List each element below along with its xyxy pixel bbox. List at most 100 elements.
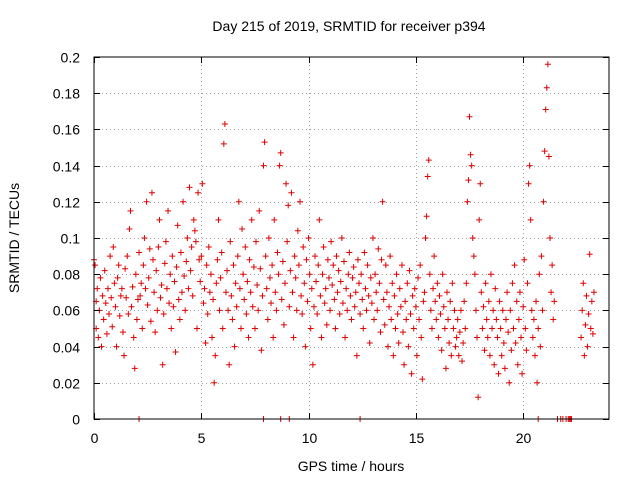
- data-point: [406, 267, 413, 274]
- data-point: [118, 285, 125, 292]
- data-point: [273, 307, 280, 314]
- data-point: [542, 106, 549, 113]
- data-point: [102, 300, 109, 307]
- data-point: [98, 343, 105, 350]
- data-point: [525, 180, 532, 187]
- data-point: [196, 256, 203, 263]
- data-point: [294, 227, 301, 234]
- data-point: [152, 329, 159, 336]
- data-point: [295, 262, 302, 269]
- data-point: [332, 325, 339, 332]
- data-point: [512, 339, 519, 346]
- data-point: [130, 334, 137, 341]
- data-point: [583, 292, 590, 299]
- data-point: [480, 303, 487, 310]
- data-point: [541, 148, 548, 155]
- data-point: [531, 352, 538, 359]
- y-tick-label: 0.14: [53, 159, 80, 175]
- data-point: [301, 280, 308, 287]
- data-point: [496, 298, 503, 305]
- data-point: [119, 329, 126, 336]
- data-point: [225, 307, 232, 314]
- data-point: [116, 312, 123, 319]
- data-point: [523, 347, 530, 354]
- data-point: [584, 343, 591, 350]
- data-point: [229, 316, 236, 323]
- data-point: [136, 249, 143, 256]
- data-point: [245, 334, 252, 341]
- data-point: [108, 294, 115, 301]
- data-point: [194, 325, 200, 332]
- data-point: [543, 84, 550, 91]
- y-tick-label: 0.2: [61, 50, 81, 66]
- data-point: [278, 296, 285, 303]
- data-point: [171, 278, 178, 285]
- data-point: [224, 267, 231, 274]
- data-point: [217, 274, 224, 281]
- data-point: [200, 300, 207, 307]
- data-point: [270, 334, 277, 341]
- data-point: [177, 249, 184, 256]
- data-point: [176, 316, 183, 323]
- data-point: [366, 339, 373, 346]
- data-point: [581, 352, 588, 359]
- data-point: [516, 289, 523, 296]
- data-point: [182, 307, 189, 314]
- data-point: [306, 271, 313, 278]
- data-point: [178, 289, 185, 296]
- data-point: [211, 379, 218, 386]
- data-point: [534, 379, 541, 386]
- data-point: [327, 307, 334, 314]
- data-point: [524, 280, 531, 287]
- data-point: [518, 334, 525, 341]
- data-point: [325, 274, 332, 281]
- data-point: [506, 379, 513, 386]
- data-point: [209, 334, 216, 341]
- data-point: [263, 285, 270, 292]
- data-point: [376, 280, 383, 287]
- data-point: [184, 235, 191, 241]
- data-point: [436, 292, 443, 299]
- data-point: [151, 289, 158, 296]
- data-point: [455, 352, 462, 359]
- data-point: [445, 316, 452, 323]
- data-point: [324, 256, 331, 263]
- data-point: [275, 271, 282, 278]
- y-tick-label: 0.16: [53, 122, 80, 138]
- data-point: [342, 334, 349, 341]
- data-point: [291, 253, 298, 260]
- data-point: [249, 303, 256, 310]
- y-axis-label: SRMTID / TECUs: [6, 183, 22, 293]
- data-point: [392, 325, 399, 332]
- data-point: [426, 271, 433, 278]
- data-point: [292, 274, 299, 281]
- data-point: [284, 238, 291, 245]
- data-point: [262, 253, 269, 260]
- data-point: [499, 307, 506, 314]
- y-tick-label: 0.12: [53, 195, 80, 211]
- data-point: [464, 198, 471, 205]
- data-point: [536, 271, 543, 278]
- data-point: [236, 285, 243, 292]
- data-point: [484, 334, 491, 341]
- data-point: [344, 307, 351, 314]
- data-point: [173, 263, 180, 270]
- data-point: [417, 262, 424, 269]
- data-point: [589, 330, 596, 337]
- data-point: [381, 321, 388, 328]
- data-point: [551, 298, 558, 305]
- data-point: [143, 198, 150, 205]
- data-point: [585, 311, 592, 318]
- data-point: [334, 289, 341, 296]
- data-point: [461, 298, 468, 305]
- data-point: [183, 258, 190, 265]
- data-point: [142, 285, 149, 292]
- data-point: [500, 339, 507, 346]
- data-point: [288, 189, 295, 196]
- data-point: [218, 249, 225, 256]
- data-point: [247, 289, 254, 296]
- data-point: [254, 282, 261, 289]
- data-point: [365, 292, 372, 299]
- data-point: [274, 249, 281, 256]
